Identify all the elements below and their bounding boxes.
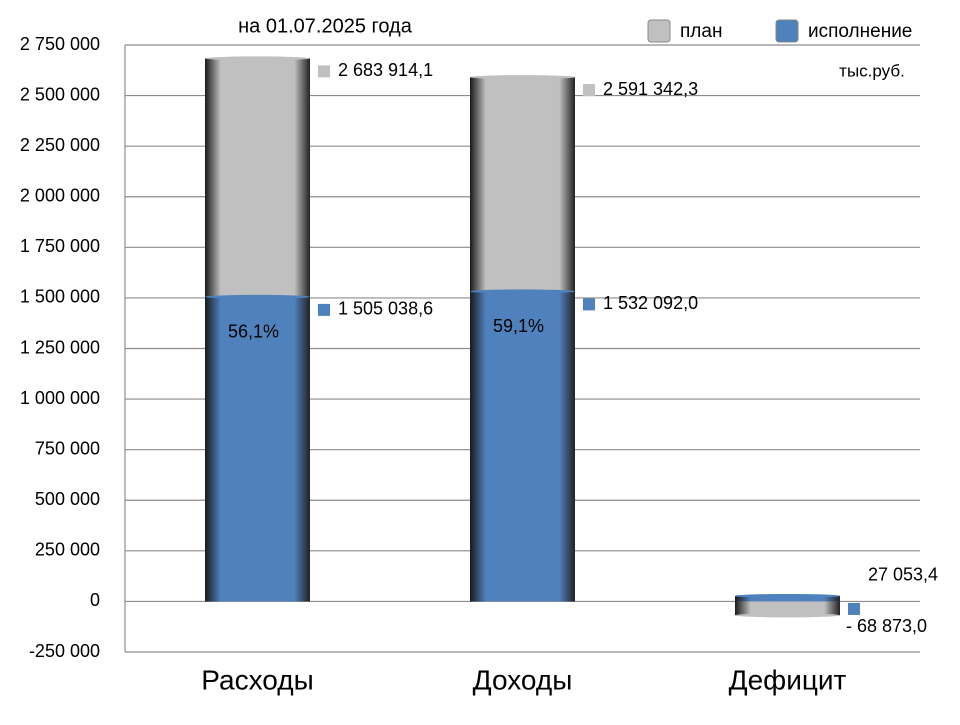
y-tick-label: 1 250 000 (20, 337, 100, 357)
value-label: - 68 873,0 (846, 616, 927, 636)
legend-label: план (680, 21, 722, 42)
label-swatch (583, 84, 595, 97)
y-tick-label: 500 000 (35, 489, 100, 509)
x-tick-label: Расходы (201, 664, 313, 695)
legend-swatch (775, 19, 799, 43)
y-tick-label: 0 (90, 590, 100, 610)
unit-label: тыс.руб. (839, 61, 905, 80)
y-tick-label: 2 500 000 (20, 84, 100, 104)
bar (735, 601, 840, 616)
bar-cap (470, 75, 575, 80)
y-tick-label: 2 000 000 (20, 186, 100, 206)
x-tick-label: Дефицит (729, 664, 847, 695)
value-label: 1 532 092,0 (603, 293, 698, 313)
y-tick-label: 250 000 (35, 540, 100, 560)
chart-subtitle: на 01.07.2025 года (238, 15, 413, 37)
legend-swatch (647, 19, 671, 43)
bar-cap (735, 593, 840, 598)
bar (205, 296, 310, 602)
label-swatch (848, 602, 860, 615)
legend-label: исполнение (808, 21, 912, 42)
bar (470, 291, 575, 602)
value-label: 2 683 914,1 (338, 60, 433, 80)
percent-label: 56,1% (228, 322, 279, 342)
y-tick-label: 2 250 000 (20, 135, 100, 155)
value-label: 27 053,4 (868, 565, 938, 585)
y-tick-label: -250 000 (29, 641, 100, 661)
value-label: 1 505 038,6 (338, 299, 433, 319)
x-tick-label: Доходы (473, 664, 573, 695)
bar-cap (205, 294, 310, 299)
bar (735, 595, 840, 602)
y-tick-label: 1 000 000 (20, 388, 100, 408)
label-swatch (583, 298, 595, 311)
y-tick-label: 2 750 000 (20, 34, 100, 54)
label-swatch (318, 65, 330, 78)
y-tick-label: 1 750 000 (20, 236, 100, 256)
y-tick-label: 1 500 000 (20, 287, 100, 307)
y-tick-label: 750 000 (35, 438, 100, 458)
bar-cap (735, 613, 840, 618)
bar-cap (205, 56, 310, 61)
label-swatch (318, 303, 330, 316)
value-label: 2 591 342,3 (603, 79, 698, 99)
percent-label: 59,1% (493, 316, 544, 336)
bar-cap (470, 289, 575, 294)
